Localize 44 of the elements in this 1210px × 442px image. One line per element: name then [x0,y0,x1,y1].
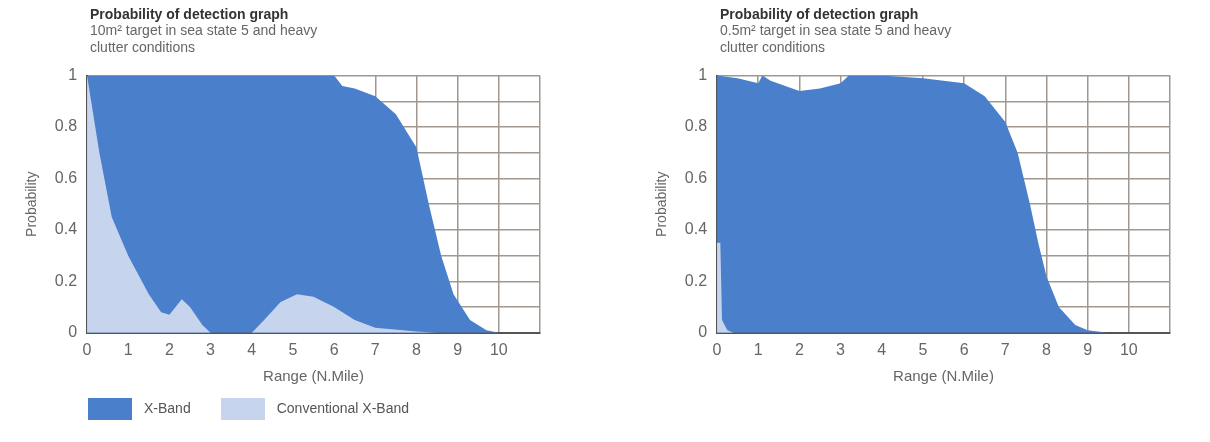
y-tick-label: 0.4 [684,220,708,238]
chart-title: Probability of detection graph [90,6,289,22]
legend-label: X-Band [144,399,191,416]
x-tick-label: 2 [794,340,804,358]
x-tick-label: 9 [453,340,463,358]
x-tick-label: 2 [164,340,174,358]
x-tick-label: 0 [712,340,722,358]
y-tick-label: 0 [698,323,708,341]
x-axis-title: Range (N.Mile) [263,367,364,385]
y-axis-title: Probability [653,171,670,237]
y-tick-label: 0.2 [684,271,708,289]
x-tick-label: 5 [288,340,298,358]
y-tick-label: 0.6 [684,168,708,186]
x-tick-label: 7 [370,340,380,358]
chart-subtitle: 10m² target in sea state 5 and heavy clutter conditions [90,22,319,56]
y-tick-label: 0.4 [54,220,78,238]
y-tick-label: 0.6 [54,168,78,186]
x-tick-label: 8 [412,340,422,358]
x-tick-label: 3 [206,340,216,358]
x-tick-label: 10 [1119,340,1138,358]
x-tick-label: 4 [877,340,887,358]
x-tick-label: 10 [489,340,508,358]
x-tick-label: 4 [247,340,257,358]
y-tick-label: 0.8 [54,117,78,135]
chart-subtitle: 0.5m² target in sea state 5 and heavy clutter conditions [720,22,953,56]
x-tick-label: 5 [918,340,928,358]
y-tick-label: 0.2 [54,271,78,289]
chart-title: Probability of detection graph [720,6,919,22]
x-tick-label: 6 [959,340,969,358]
x-tick-label: 8 [1042,340,1052,358]
y-tick-label: 1 [698,66,708,84]
x-tick-label: 1 [753,340,763,358]
x-tick-label: 1 [123,340,133,358]
x-tick-label: 3 [836,340,846,358]
legend-label: Conventional X-Band [276,399,410,416]
y-tick-label: 0.8 [684,117,708,135]
x-axis-title: Range (N.Mile) [893,367,994,385]
y-tick-label: 0 [68,323,78,341]
x-tick-label: 6 [329,340,339,358]
y-axis-title: Probability [23,171,40,237]
y-tick-label: 1 [68,66,78,84]
x-tick-label: 7 [1000,340,1010,358]
x-tick-label: 0 [82,340,92,358]
x-tick-label: 9 [1083,340,1093,358]
